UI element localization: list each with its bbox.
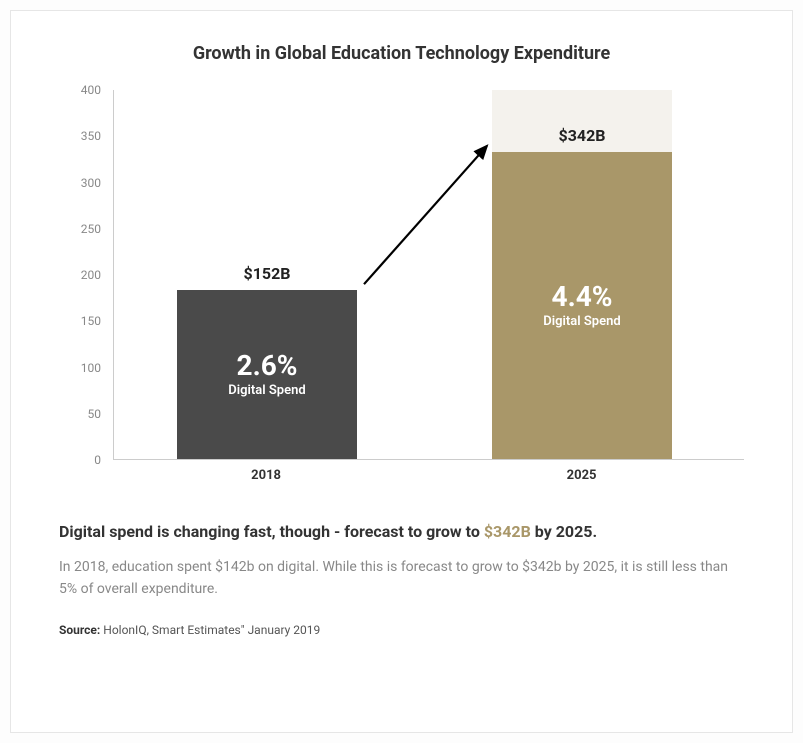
y-tick-label: 0 (94, 453, 101, 467)
x-tick-label: 2018 (176, 468, 356, 483)
y-tick-label: 350 (81, 129, 101, 143)
headline-pre: Digital spend is changing fast, though -… (59, 522, 484, 541)
body-text: In 2018, education spent $142b on digita… (59, 557, 744, 600)
chart-card: Growth in Global Education Technology Ex… (10, 10, 793, 733)
bar-percent-label: Digital Spend (543, 314, 620, 329)
headline-accent: $342B (484, 522, 531, 541)
chart-title: Growth in Global Education Technology Ex… (59, 43, 744, 64)
x-tick-label: 2025 (492, 468, 672, 483)
y-tick-label: 200 (81, 268, 101, 282)
y-tick-label: 150 (81, 314, 101, 328)
y-tick-label: 300 (81, 176, 101, 190)
x-axis-labels: 2018 2025 (113, 462, 744, 490)
source-value: HolonIQ, Smart Estimates" January 2019 (103, 623, 320, 637)
bar: $152B2.6%Digital Spend (177, 290, 357, 459)
source-label: Source: (59, 623, 100, 637)
bar-value-label: $342B (492, 126, 672, 145)
bar-percent-label: Digital Spend (228, 383, 305, 398)
bar-percent: 4.4% (552, 282, 613, 313)
y-tick-label: 400 (81, 83, 101, 97)
y-tick-label: 50 (88, 407, 102, 421)
description-block: Digital spend is changing fast, though -… (59, 520, 744, 637)
y-axis: 050100150200250300350400 (69, 90, 109, 460)
chart-area: 050100150200250300350400 $152B2.6%Digita… (69, 90, 744, 490)
y-tick-label: 100 (81, 361, 101, 375)
headline-text: Digital spend is changing fast, though -… (59, 520, 744, 543)
headline-post: by 2025. (531, 522, 597, 541)
plot-area: $152B2.6%Digital Spend$342B4.4%Digital S… (113, 90, 744, 460)
source-line: Source: HolonIQ, Smart Estimates" Januar… (59, 623, 744, 637)
bar: $342B4.4%Digital Spend (492, 152, 672, 459)
y-tick-label: 250 (81, 222, 101, 236)
bar-percent: 2.6% (237, 351, 298, 382)
bar-value-label: $152B (177, 264, 357, 283)
